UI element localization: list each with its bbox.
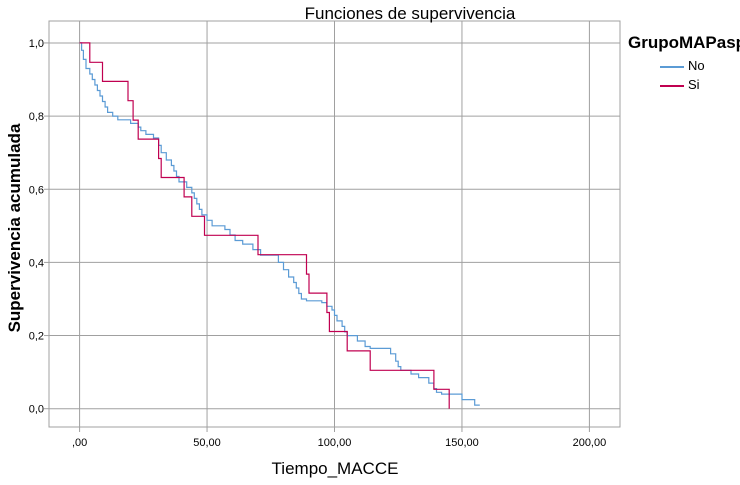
x-tick-label: 200,00 xyxy=(573,437,607,449)
x-axis-label: Tiempo_MACCE xyxy=(271,459,399,478)
x-tick-label: 150,00 xyxy=(445,437,479,449)
tick-labels: ,00 50,00 100,00 150,00 200,00 0,0 0,2 0,4 0,6 0,… xyxy=(29,38,607,449)
x-tick-label: 50,00 xyxy=(193,437,221,449)
chart-title: Funciones de supervivencia xyxy=(304,4,516,23)
grid-lines xyxy=(44,21,620,432)
legend-label-si: Si xyxy=(688,77,700,92)
y-tick-label: 0,6 xyxy=(29,184,44,196)
y-tick-label: 1,0 xyxy=(29,38,44,50)
y-tick-label: 0,8 xyxy=(29,111,44,123)
legend-swatch-si xyxy=(660,85,684,87)
y-tick-label: 0,2 xyxy=(29,331,44,343)
x-tick-label: 100,00 xyxy=(318,437,352,449)
series-line-si xyxy=(79,42,450,409)
x-tick-label: ,00 xyxy=(72,437,87,449)
series-layer xyxy=(79,42,480,409)
legend-title: GrupoMAPasp xyxy=(628,33,740,52)
legend-label-no: No xyxy=(688,58,705,73)
y-axis-label: Supervivencia acumulada xyxy=(5,123,24,333)
y-tick-label: 0,4 xyxy=(29,257,44,269)
legend-swatch-no xyxy=(660,66,684,68)
y-tick-label: 0,0 xyxy=(29,404,44,416)
